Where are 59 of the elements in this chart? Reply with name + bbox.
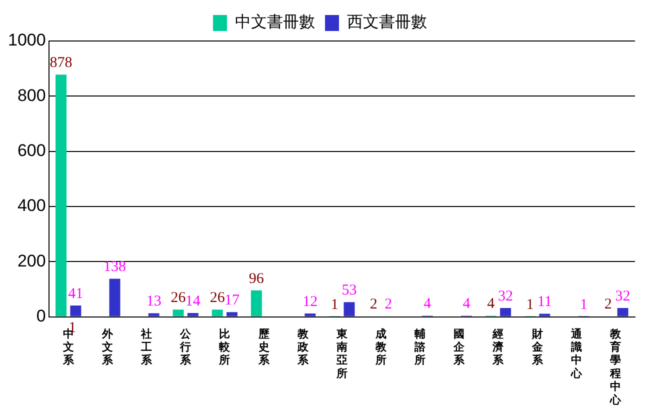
data-label: 2: [384, 296, 392, 313]
data-label: 41: [68, 286, 84, 302]
data-label: 26: [170, 290, 186, 306]
x-tick-label: 比較所: [218, 327, 232, 367]
data-label: 2: [370, 296, 378, 313]
y-tick-label: 400: [17, 196, 46, 216]
x-tick-label: 國企系: [452, 327, 466, 367]
bar: [226, 312, 238, 316]
data-label: 11: [537, 294, 552, 310]
x-tick-label: 公行系: [179, 327, 192, 367]
bar: [56, 74, 67, 316]
x-tick-label: 通識中心: [570, 327, 583, 380]
data-label: 17: [224, 292, 240, 309]
x-tick-label: 教育學程中心: [608, 327, 622, 406]
bar: [212, 310, 223, 316]
y-tick-label: 200: [17, 251, 46, 270]
x-tick-label: 東南亞所: [335, 327, 348, 380]
data-label: 1: [580, 296, 588, 313]
x-tick-label: 社工系: [140, 327, 154, 367]
bar: [148, 313, 160, 316]
bar: [500, 308, 512, 316]
bar: [344, 302, 355, 316]
bar: [187, 312, 198, 316]
data-label: 4: [487, 296, 496, 312]
x-tick-label: 外文系: [100, 327, 114, 367]
x-tick-label: 輔諮所: [414, 327, 427, 367]
data-label: 1: [330, 296, 338, 313]
y-tick-label: 800: [17, 86, 46, 105]
data-label: 53: [342, 282, 357, 299]
data-label: 32: [498, 288, 514, 304]
data-label: 878: [50, 55, 72, 72]
data-label: 1: [526, 296, 534, 313]
data-label: 96: [248, 270, 264, 287]
bar: [172, 310, 184, 316]
y-tick-label: 0: [36, 306, 46, 326]
data-label: 26: [210, 290, 226, 306]
data-label: 4: [424, 296, 432, 312]
data-label: 14: [185, 293, 201, 310]
legend-label: 西文書冊數: [347, 12, 427, 32]
data-label: 138: [104, 259, 126, 276]
bar: [539, 314, 550, 316]
bar: [304, 313, 316, 316]
bar: [70, 305, 82, 316]
bar: [109, 278, 120, 316]
x-tick-label: 經濟系: [492, 327, 505, 367]
bar: [250, 290, 262, 316]
data-label: 32: [615, 288, 630, 304]
data-label: 4: [462, 296, 471, 312]
y-tick-label: 1000: [8, 30, 46, 50]
legend-label: 中文書冊數: [235, 12, 315, 32]
data-label: 2: [604, 296, 612, 313]
x-tick-label: 成教所: [374, 327, 388, 367]
x-tick-label: 財金系: [530, 327, 544, 367]
y-tick-label: 600: [17, 141, 46, 160]
x-tick-label: 教政系: [296, 327, 310, 367]
data-label: 13: [146, 294, 162, 310]
x-tick-label: 歷史系: [257, 327, 270, 367]
bar: [617, 308, 628, 316]
data-label: 12: [302, 294, 318, 310]
